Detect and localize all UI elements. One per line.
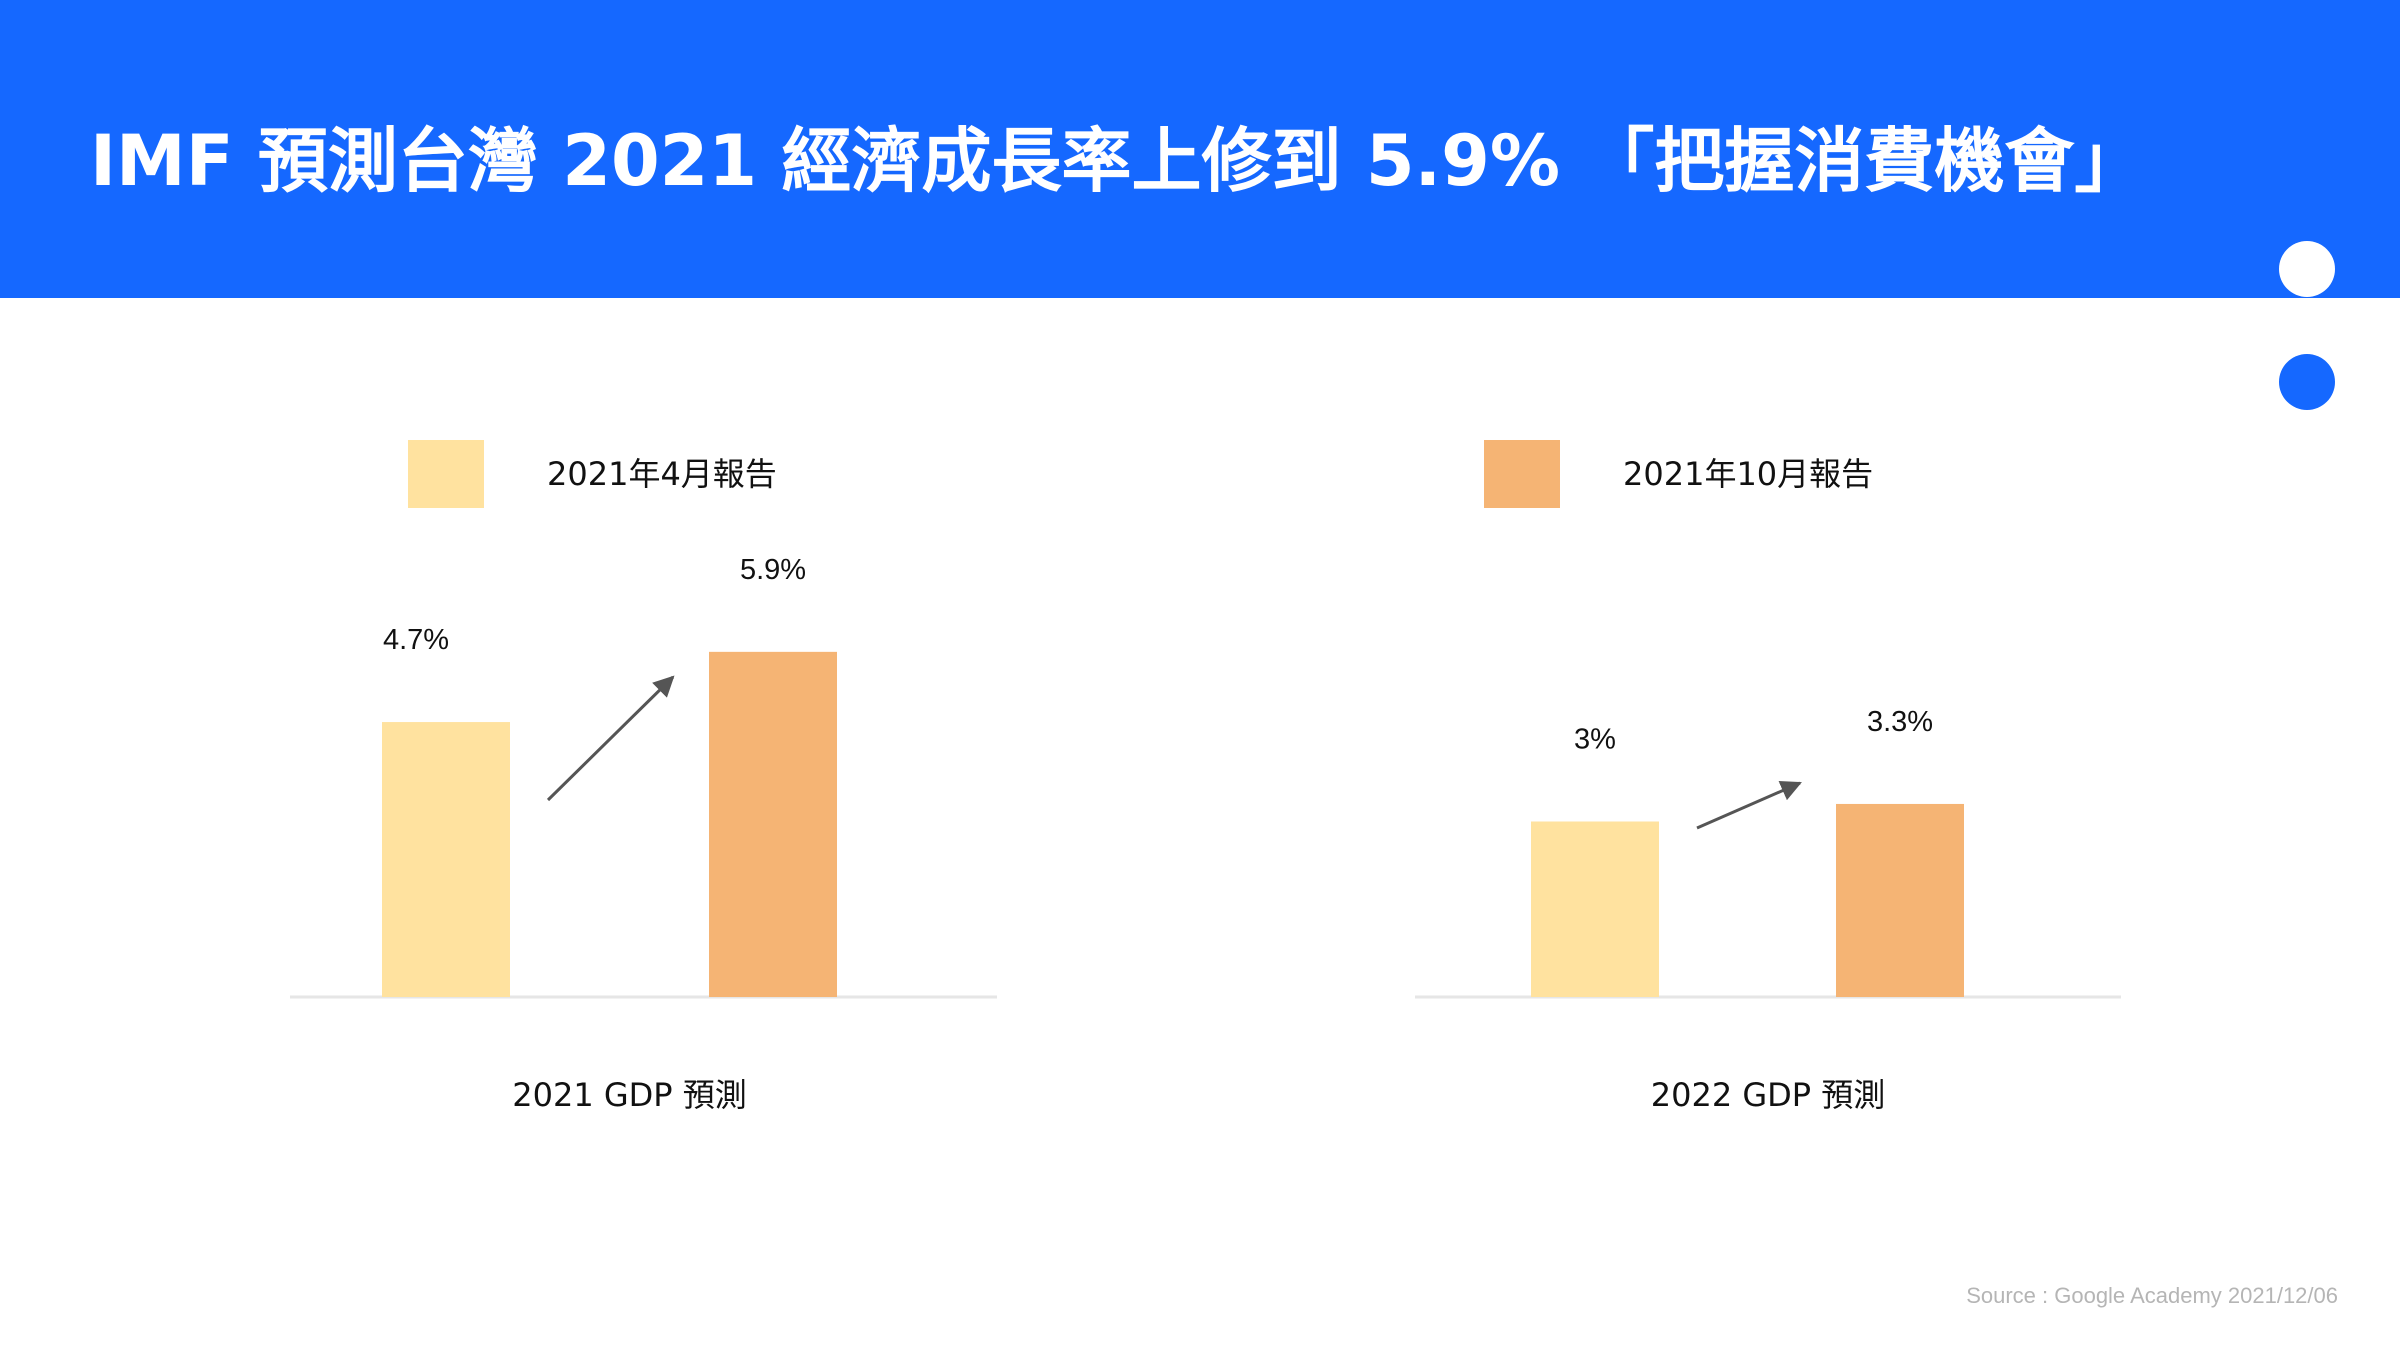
x-axis-label: 2021 GDP 預測 bbox=[512, 1076, 747, 1114]
header-band bbox=[0, 0, 2400, 298]
bar-april bbox=[382, 722, 510, 997]
decorative-dot-white bbox=[2279, 241, 2335, 297]
trend-arrow bbox=[1696, 780, 1802, 830]
data-label: 3.3% bbox=[1867, 706, 1933, 738]
data-label: 3% bbox=[1574, 724, 1616, 756]
bar-october bbox=[1836, 803, 1964, 997]
data-label: 4.7% bbox=[383, 624, 449, 656]
legend-swatch bbox=[1484, 440, 1560, 508]
legend-label: 2021年10月報告 bbox=[1623, 455, 1873, 493]
page-title: IMF 預測台灣 2021 經濟成長率上修到 5.9% 「把握消費機會」 bbox=[90, 120, 2145, 202]
data-label: 5.9% bbox=[740, 554, 806, 586]
bar-october bbox=[709, 651, 837, 997]
chart-panel-2: 2021年10月報告 3% 3.3% 2022 GDP 預測 bbox=[1415, 440, 2121, 1114]
legend-swatch bbox=[408, 440, 484, 508]
x-axis-label: 2022 GDP 預測 bbox=[1651, 1076, 1886, 1114]
source-note: Source : Google Academy 2021/12/06 bbox=[1966, 1283, 2338, 1308]
legend-label: 2021年4月報告 bbox=[547, 455, 777, 493]
chart-panel-1: 2021年4月報告 4.7% 5.9% 2021 GDP 預測 bbox=[290, 440, 997, 1114]
decorative-dot-blue bbox=[2279, 354, 2335, 410]
bar-april bbox=[1531, 821, 1659, 997]
trend-arrow bbox=[546, 675, 675, 802]
